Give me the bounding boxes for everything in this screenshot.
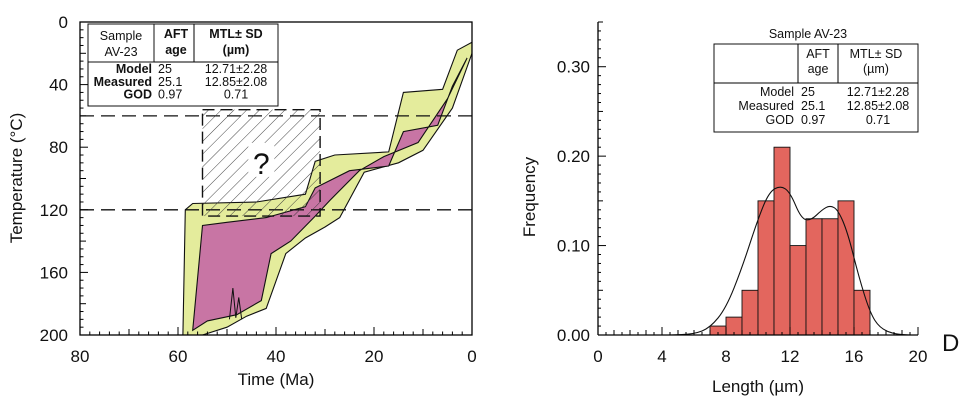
y-tick-label-b: 0.30 [557,58,590,77]
table-b-row-age: 25 [801,85,815,99]
table-b-row-age: 25.1 [801,99,825,113]
x-tick-label-b: 4 [657,347,666,366]
table-b-row-label: Measured [738,99,794,113]
table-a-row-mtl: 12.71±2.28 [205,62,268,76]
y-tick-label: 40 [49,76,68,95]
x-axis-title-b: Length (µm) [712,377,804,396]
y-tick-labels-b: 0.00 0.10 0.20 0.30 [557,58,590,345]
axis-ticks [79,21,473,336]
table-a-row-age: 25.1 [158,75,182,89]
table-b-title: Sample AV-23 [769,27,847,41]
y-tick-label-b: 0.20 [557,147,590,166]
table-a-row-mtl: 12.85±2.08 [205,75,268,89]
axis-ticks-b [597,21,919,336]
table-a-row-age: 0.97 [158,88,182,102]
table-b-rows: Model 25 12.71±2.28 Measured 25.1 12.85±2.08 G… [738,85,909,127]
y-tick-labels: 0 40 80 120 160 200 [40,13,68,345]
inset-table-a: Sample AV-23 AFT age MTL± SD (µm) Model 2… [87,23,279,107]
x-axis-title: Time (Ma) [238,370,315,389]
y-tick-label: 200 [40,326,68,345]
y-tick-label-b: 0.00 [557,326,590,345]
table-b-header-age-line2: age [808,62,829,76]
histogram-bar [853,289,871,336]
x-tick-labels-b: 0 4 8 12 16 20 [593,347,927,366]
table-b-row-label: GOD [766,113,794,127]
table-b-header-age-line1: AFT [806,47,830,61]
table-b-row-mtl: 12.71±2.28 [847,85,910,99]
x-tick-label-b: 0 [593,347,602,366]
histogram-bar [773,146,791,336]
table-b-frame [713,43,919,133]
y-tick-label: 0 [59,13,68,32]
table-a-header-age-line1: AFT [164,27,189,41]
constraint-box: ? [201,108,321,217]
constraint-box-label-bg [248,142,275,177]
x-tick-label: 0 [467,347,476,366]
y-tick-label-b: 0.10 [557,237,590,256]
histogram-bar [805,218,823,336]
x-tick-label-b: 16 [845,347,864,366]
envelope-spike [228,287,243,320]
x-tick-labels: 80 60 40 20 0 [71,347,477,366]
y-axis-title-b: Frequency [520,156,539,237]
histogram-bar [837,200,855,336]
y-tick-label: 160 [40,263,68,282]
table-b-row-age: 0.97 [801,113,825,127]
table-a-title-box [87,23,155,63]
table-a-title-line2: AV-23 [104,45,137,59]
panel-letter: D [942,330,959,357]
table-a-title-line1: Sample [100,29,142,43]
table-a-row-label: GOD [124,88,152,102]
histogram-bar [821,218,839,336]
constraint-box-label: ? [253,148,270,181]
x-tick-label-b: 12 [781,347,800,366]
x-tick-label-b: 8 [721,347,730,366]
table-a-rows: Model 25 12.71±2.28 Measured 25.1 12.85±2.08 G… [94,62,268,102]
table-a-header-mtl-line2: (µm) [223,43,250,57]
y-axis-title: Temperature (°C) [7,113,26,244]
table-a-row-label: Measured [94,75,152,89]
table-a-header-mtl-line1: MTL± SD [209,27,262,41]
x-tick-label: 60 [169,347,188,366]
x-tick-label-b: 20 [909,347,928,366]
length-histogram-chart: 0 4 8 12 16 20 0.00 0.10 0.20 0.30 Length (µm) F… [520,21,927,396]
table-a-row-label: Model [116,62,152,76]
table-b-row-mtl: 0.71 [866,113,890,127]
histogram-bars [709,146,871,336]
table-a-bg [87,23,279,107]
table-b-row-label: Model [760,85,794,99]
table-b-header-mtl-line1: MTL± SD [850,47,903,61]
table-a-row-mtl: 0.71 [224,88,248,102]
y-tick-label: 80 [49,138,68,157]
table-a-row-age: 25 [158,62,172,76]
inset-table-b: Sample AV-23 AFT age MTL± SD (µm) Model 2… [713,27,919,133]
histogram-bar [789,245,807,336]
x-tick-label: 40 [267,347,286,366]
table-b-row-mtl: 12.85±2.08 [847,99,910,113]
x-tick-label: 20 [365,347,384,366]
y-tick-label: 120 [40,201,68,220]
fit-curve [669,186,911,336]
x-tick-label: 80 [71,347,90,366]
histogram-bar [757,200,775,336]
table-b-header-mtl-line2: (µm) [863,62,889,76]
table-a-header-age-line2: age [165,43,187,57]
histogram-bar [741,289,759,336]
